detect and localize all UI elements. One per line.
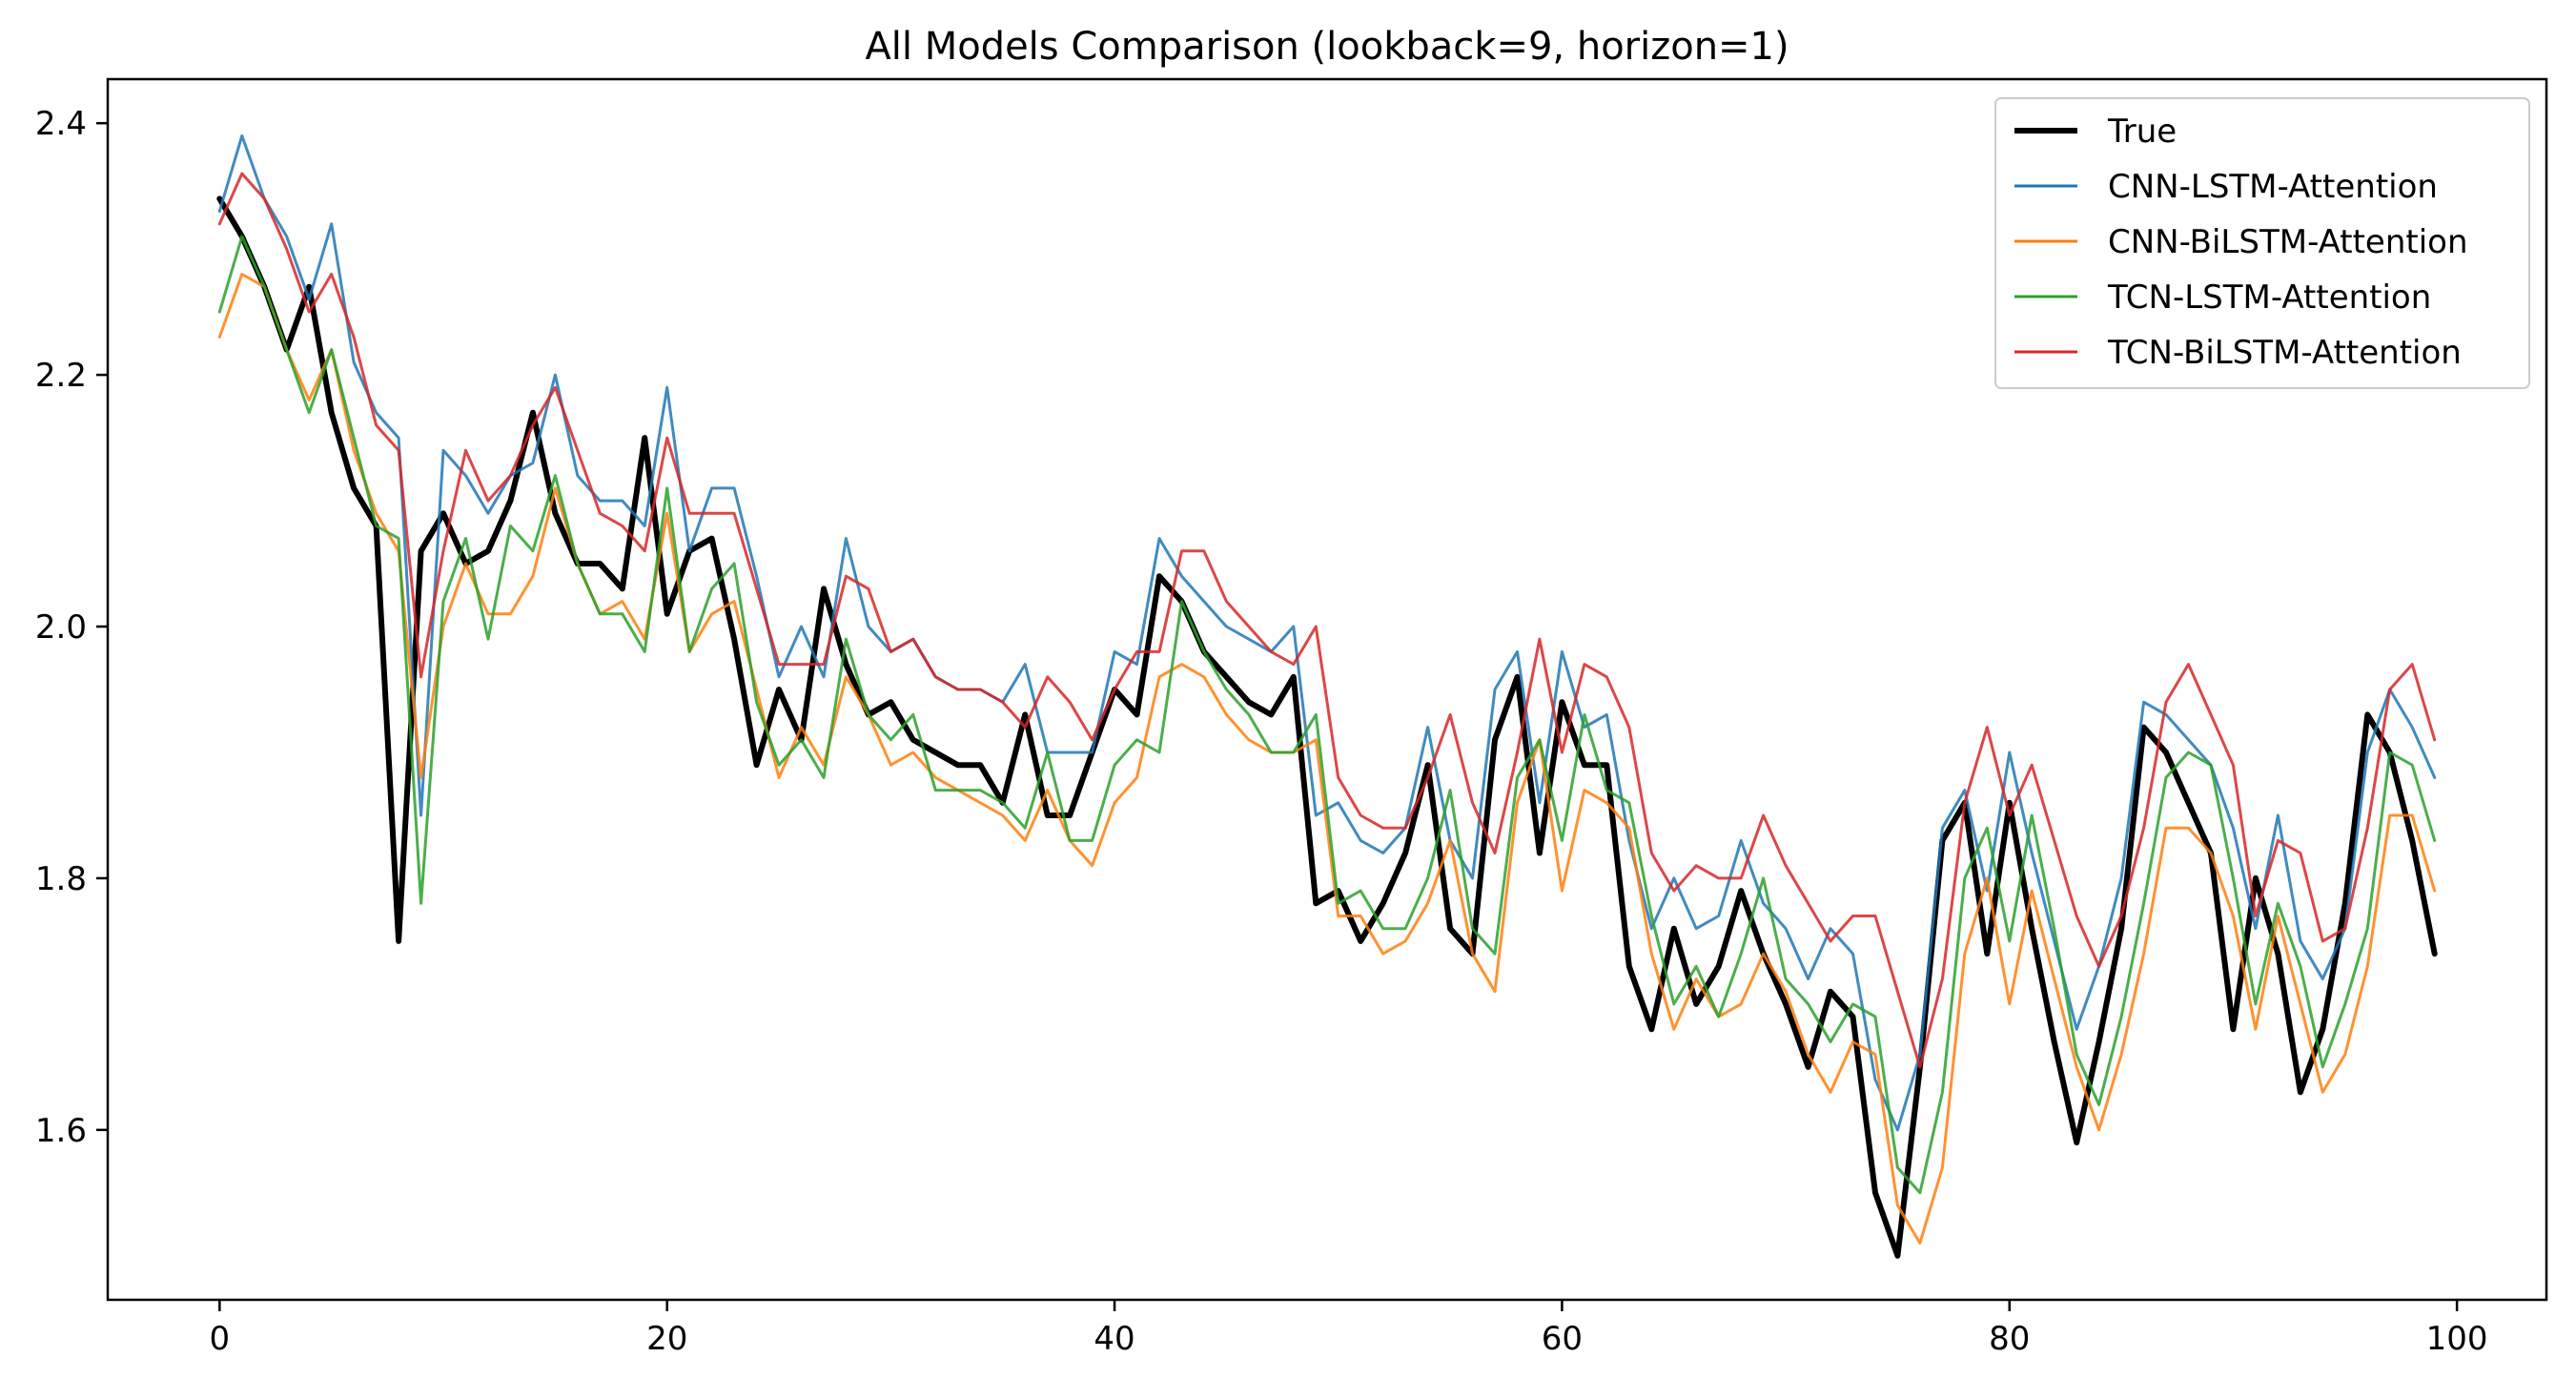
y-tick-label: 2.0 [35,608,87,647]
y-tick-label: 2.4 [35,105,87,143]
ticks-layer: 0 20 40 60 80 100 1.6 1.8 2.0 2.2 2.4 [35,105,2488,1358]
legend-label: CNN-BiLSTM-Attention [2108,223,2468,261]
y-tick-label: 1.6 [35,1112,87,1150]
x-tick-label: 40 [1094,1320,1135,1358]
series-line-tcn-bilstm-attention [217,172,2437,1069]
x-tick-label: 80 [1989,1320,2030,1358]
legend-label: TCN-LSTM-Attention [2107,278,2431,317]
legend-label: TCN-BiLSTM-Attention [2107,334,2462,372]
series-lines-layer [216,134,2438,1259]
chart-title: All Models Comparison (lookback=9, horiz… [865,25,1789,69]
x-tick-label: 0 [210,1320,231,1358]
legend-label: CNN-LSTM-Attention [2108,168,2438,206]
axes-frame [106,77,2548,1302]
x-tick-label: 60 [1542,1320,1583,1358]
x-tick-label: 100 [2426,1320,2488,1358]
x-tick-label: 20 [646,1320,687,1358]
legend-box [1994,97,2530,389]
legend: True CNN-LSTM-Attention CNN-BiLSTM-Attenti… [1994,97,2530,389]
y-tick-label: 2.2 [35,357,87,395]
series-line-true [216,195,2438,1259]
y-tick-label: 1.8 [35,860,87,898]
series-line-tcn-lstm-attention [217,235,2437,1195]
legend-label: True [2107,113,2177,151]
